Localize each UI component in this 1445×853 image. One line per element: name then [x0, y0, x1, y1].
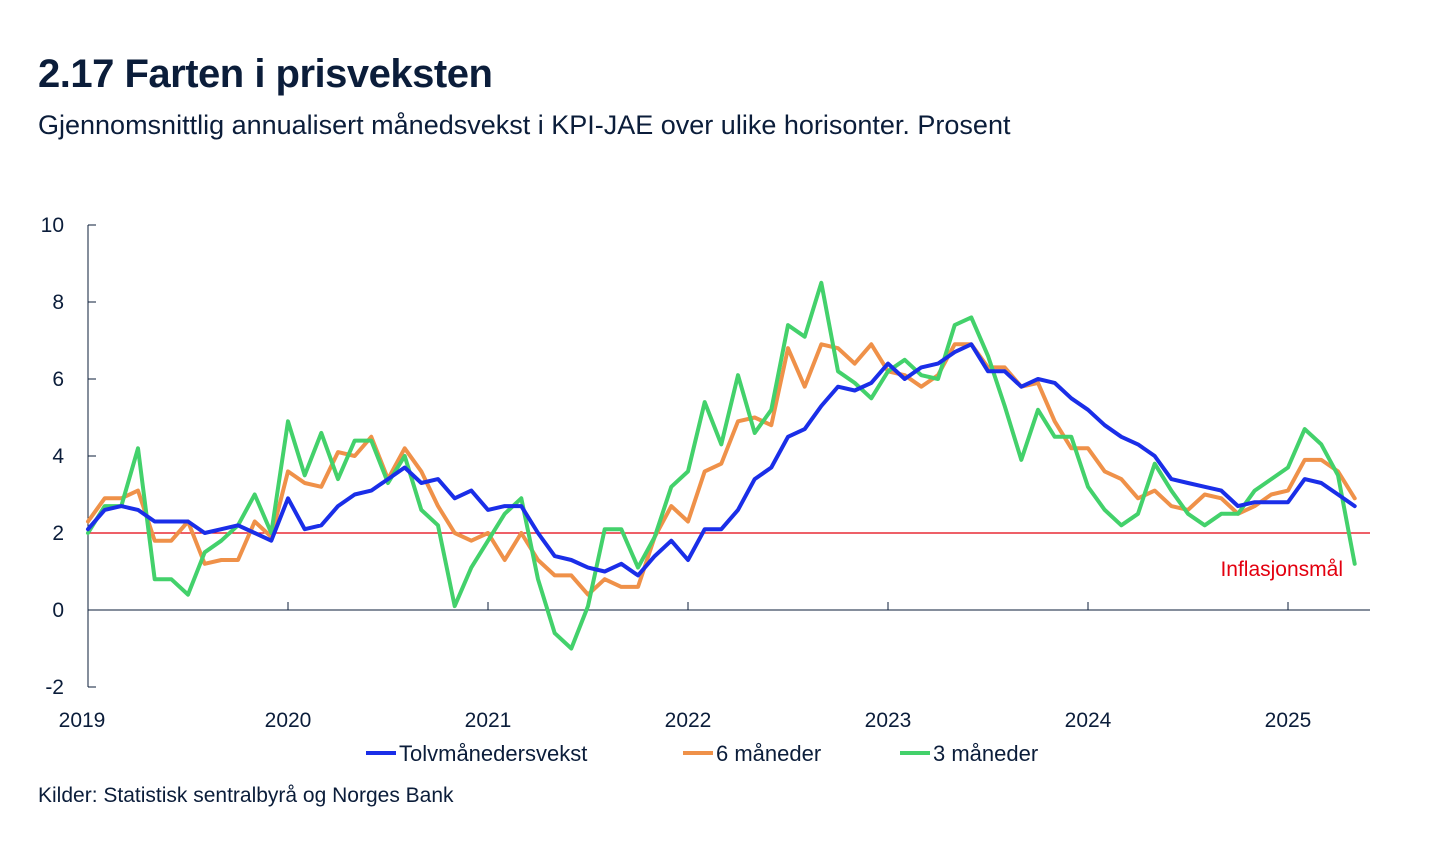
chart-series — [86, 280, 1357, 651]
x-tick-label: 2020 — [265, 709, 312, 732]
x-tick-label: 2024 — [1065, 709, 1112, 732]
y-tick-label: 6 — [52, 368, 64, 391]
y-tick-label: 8 — [52, 291, 64, 314]
chart-axes: 10 8 6 4 2 0 -2 2019 2020 2021 2022 2023 2024 2025 Inf… — [41, 214, 1370, 732]
source-note: Kilder: Statistisk sentralbyrå og Norges… — [38, 784, 454, 807]
chart-title: 2.17 Farten i prisveksten — [38, 52, 493, 96]
inflation-target-label: Inflasjonsmål — [1220, 558, 1343, 581]
y-tick-label: 10 — [41, 214, 64, 237]
y-tick-label: 0 — [52, 599, 64, 622]
x-tick-label: 2021 — [465, 709, 512, 732]
chart-legend: Tolvmånedersvekst 6 måneder 3 måneder — [366, 741, 1038, 766]
y-tick-label: 4 — [52, 445, 64, 468]
x-tick-label: 2019 — [59, 709, 106, 732]
chart-subtitle: Gjennomsnittlig annualisert månedsvekst … — [38, 110, 1011, 140]
series-line-0 — [86, 342, 1357, 578]
x-tick-label: 2022 — [665, 709, 712, 732]
x-tick-label: 2023 — [865, 709, 912, 732]
legend-label-2: 3 måneder — [933, 741, 1038, 766]
y-tick-label: 2 — [52, 522, 64, 545]
legend-label-0: Tolvmånedersvekst — [399, 741, 587, 766]
series-line-2 — [86, 280, 1357, 651]
y-tick-label: -2 — [45, 676, 64, 699]
legend-label-1: 6 måneder — [716, 741, 821, 766]
x-tick-label: 2025 — [1265, 709, 1312, 732]
